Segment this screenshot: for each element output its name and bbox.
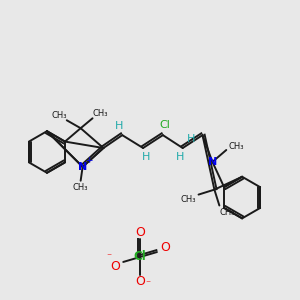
Text: H: H (176, 152, 184, 162)
Text: Cl: Cl (134, 250, 146, 263)
Text: CH₃: CH₃ (51, 111, 67, 120)
Text: O: O (135, 275, 145, 288)
Text: CH₃: CH₃ (228, 142, 244, 151)
Text: O: O (160, 241, 170, 254)
Text: ⁻: ⁻ (146, 280, 151, 290)
Text: O: O (135, 226, 145, 239)
Text: CH₃: CH₃ (181, 195, 197, 204)
Text: O: O (110, 260, 120, 273)
Text: ⁻: ⁻ (107, 252, 112, 262)
Text: H: H (142, 152, 150, 162)
Text: H: H (115, 121, 124, 131)
Text: CH₃: CH₃ (220, 208, 235, 217)
Text: CH₃: CH₃ (93, 109, 108, 118)
Text: +: + (85, 156, 92, 165)
Text: H: H (186, 134, 195, 144)
Text: Cl: Cl (159, 120, 170, 130)
Text: N: N (208, 157, 217, 167)
Text: N: N (78, 162, 87, 172)
Text: CH₃: CH₃ (73, 183, 88, 192)
